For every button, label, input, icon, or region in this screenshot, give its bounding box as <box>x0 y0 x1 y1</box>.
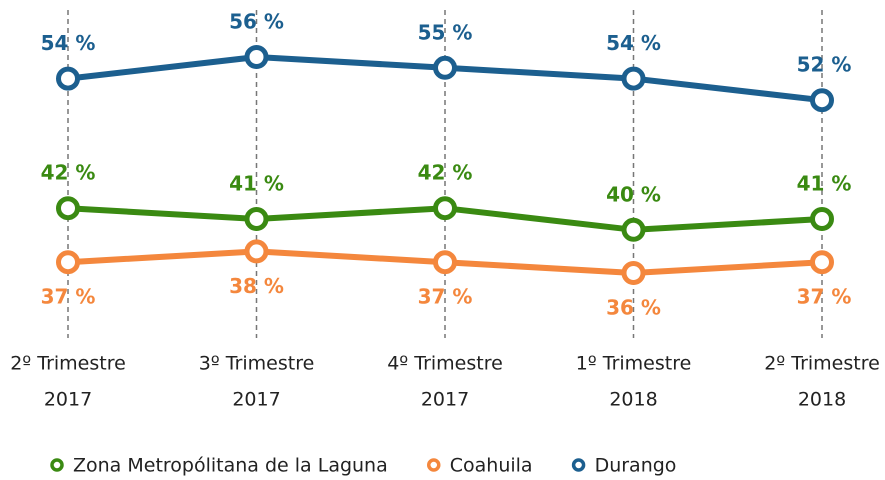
legend-marker <box>571 458 586 472</box>
data-label: 55 % <box>418 20 473 44</box>
data-label: 54 % <box>606 31 661 55</box>
point <box>621 261 646 285</box>
legend-marker <box>427 458 441 472</box>
data-label: 42 % <box>41 161 96 185</box>
x-tick-label: 2017 <box>44 389 92 411</box>
point <box>56 66 80 91</box>
data-label: 36 % <box>606 296 661 320</box>
x-tick-label: 2018 <box>609 389 657 411</box>
legend-label: Zona Metropólitana de la Laguna <box>73 455 388 477</box>
data-label: 40 % <box>606 182 661 206</box>
point <box>244 207 269 231</box>
point <box>810 250 834 275</box>
point <box>433 55 457 80</box>
data-label: 54 % <box>41 31 96 55</box>
point <box>244 45 269 69</box>
data-label: 38 % <box>229 274 284 298</box>
data-label: 41 % <box>229 172 284 196</box>
data-label: 37 % <box>797 285 852 309</box>
x-tick-label: 2017 <box>421 389 469 411</box>
point <box>56 196 80 221</box>
legend-marker <box>50 458 64 472</box>
data-label: 41 % <box>797 172 852 196</box>
legend-label: Durango <box>595 455 677 477</box>
point <box>244 239 269 264</box>
x-tick-label: 2º Trimestre <box>764 353 880 375</box>
x-tick-label: 2018 <box>798 389 846 411</box>
point <box>433 196 457 221</box>
point <box>810 207 834 231</box>
data-label: 42 % <box>418 161 473 185</box>
data-label: 37 % <box>418 285 473 309</box>
x-tick-label: 4º Trimestre <box>387 353 503 375</box>
point <box>56 250 80 275</box>
data-label: 37 % <box>41 285 96 309</box>
data-label: 52 % <box>797 53 852 77</box>
point <box>621 66 646 91</box>
x-tick-label: 1º Trimestre <box>576 353 692 375</box>
x-tick-label: 2017 <box>232 389 280 411</box>
data-label: 56 % <box>229 10 284 34</box>
x-tick-label: 2º Trimestre <box>10 353 126 375</box>
x-tick-label: 3º Trimestre <box>199 353 315 375</box>
point <box>621 217 646 242</box>
point <box>810 88 834 113</box>
legend-label: Coahuila <box>450 455 533 477</box>
point <box>433 250 457 275</box>
